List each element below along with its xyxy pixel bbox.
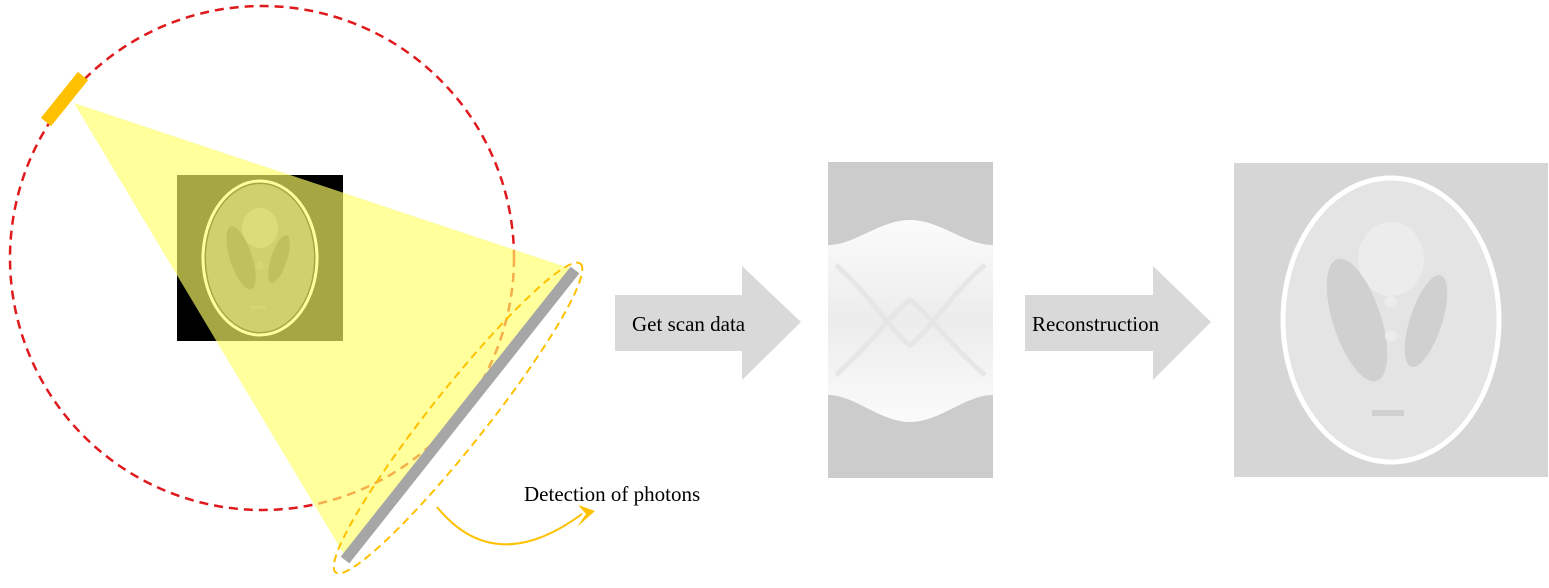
get-scan-data-label: Get scan data	[632, 312, 746, 336]
reconstruction-label: Reconstruction	[1032, 312, 1160, 336]
detection-label: Detection of photons	[524, 482, 700, 506]
detection-arrowhead-icon	[577, 505, 595, 527]
detection-annotation-arrow	[436, 506, 583, 546]
sinogram-image	[828, 162, 993, 478]
detector-highlight-ellipse	[332, 261, 584, 575]
reconstruction-arrow	[1025, 266, 1211, 380]
get-scan-data-arrow	[615, 266, 801, 380]
x-ray-source	[40, 71, 89, 127]
x-ray-beam	[74, 103, 575, 556]
reconstructed-image	[1234, 163, 1548, 477]
detector-bar	[340, 266, 580, 564]
